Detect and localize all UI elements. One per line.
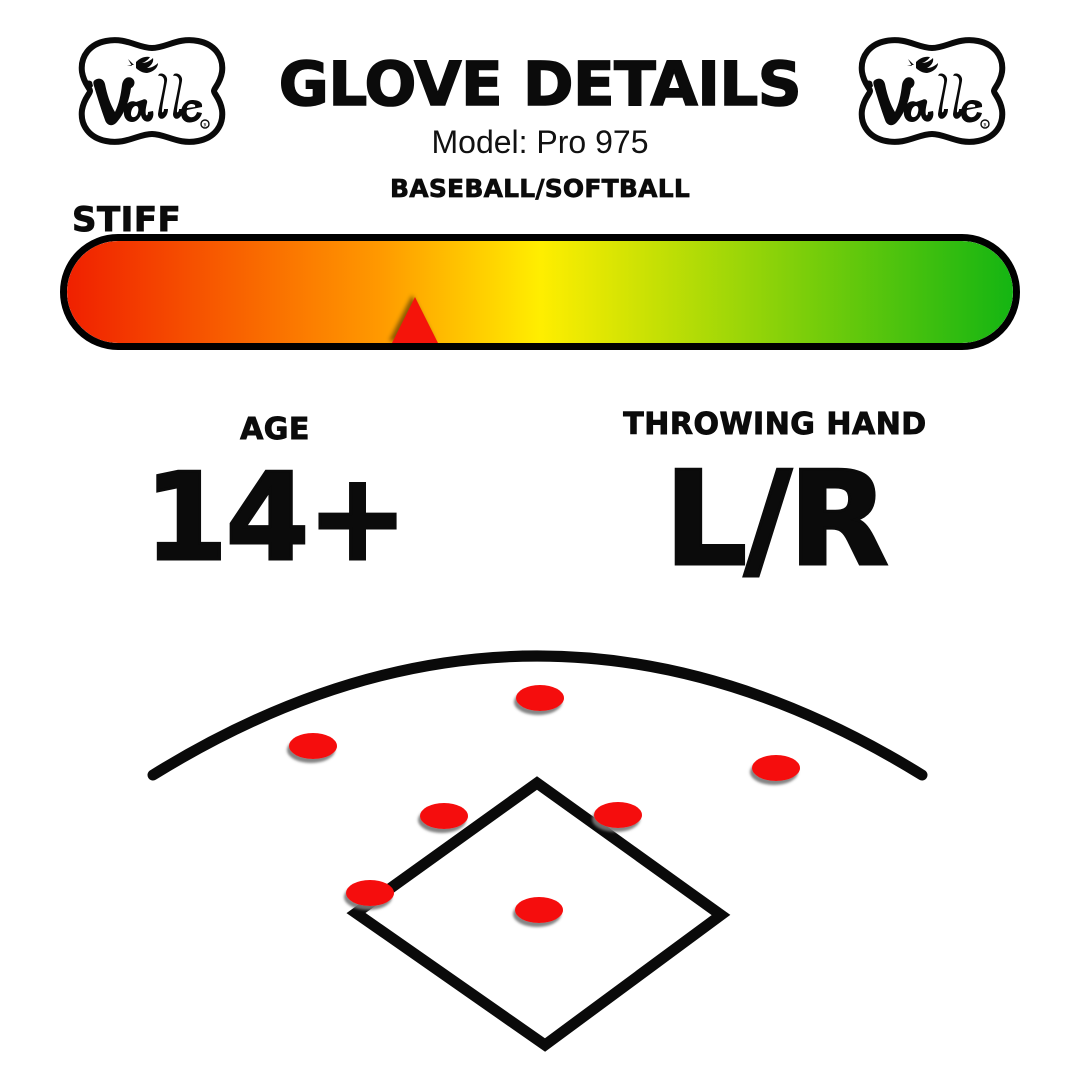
field-diagram [0,600,1080,1080]
stiffness-marker-triangle-icon[interactable] [392,297,439,343]
stat-throwing-hand: THROWING HAND L/R [575,407,975,595]
registered-mark [200,119,210,129]
valle-wordmark [85,73,203,126]
position-marker-pitcher[interactable] [515,897,563,923]
valle-logo-right: R [846,32,1018,150]
stiffness-label: STIFF [72,200,182,241]
infield-diamond [346,776,731,1052]
position-marker-right-field[interactable] [752,755,800,781]
svg-text:R: R [983,124,987,129]
valle-eagle-badge-logo-icon: R [858,37,1006,145]
eagle-icon [127,56,158,73]
position-marker-shortstop[interactable] [420,803,468,829]
field-diagram-svg [147,650,928,1052]
model-name: Model: Pro 975 [431,124,649,161]
stiffness-gauge-track [60,234,1020,350]
registered-mark [980,119,990,129]
svg-text:R: R [203,124,207,129]
position-marker-second-base[interactable] [594,802,642,828]
position-markers-group [289,685,800,923]
outfield-fence-arc [147,650,928,781]
stat-age: AGE 14+ [120,412,430,588]
valle-logo-left: R [66,32,238,150]
stat-throwing-hand-value: L/R [663,443,890,595]
header-text-block: GLOVE DETAILS Model: Pro 975 BASEBALL/SO… [250,49,830,204]
stat-age-label: AGE [240,412,310,447]
stat-throwing-hand-label: THROWING HAND [623,407,927,442]
position-marker-third-base[interactable] [346,880,394,906]
stiffness-gauge-gradient [67,241,1013,343]
eagle-icon [907,56,938,73]
page-title: GLOVE DETAILS [278,49,803,120]
position-marker-center-field[interactable] [516,685,564,711]
stat-age-value: 14+ [143,449,410,588]
valle-eagle-badge-logo-icon: R [78,37,226,145]
stiffness-gauge[interactable] [60,234,1020,350]
valle-wordmark [865,73,983,126]
sport-type: BASEBALL/SOFTBALL [390,174,690,204]
position-marker-left-field[interactable] [289,733,337,759]
